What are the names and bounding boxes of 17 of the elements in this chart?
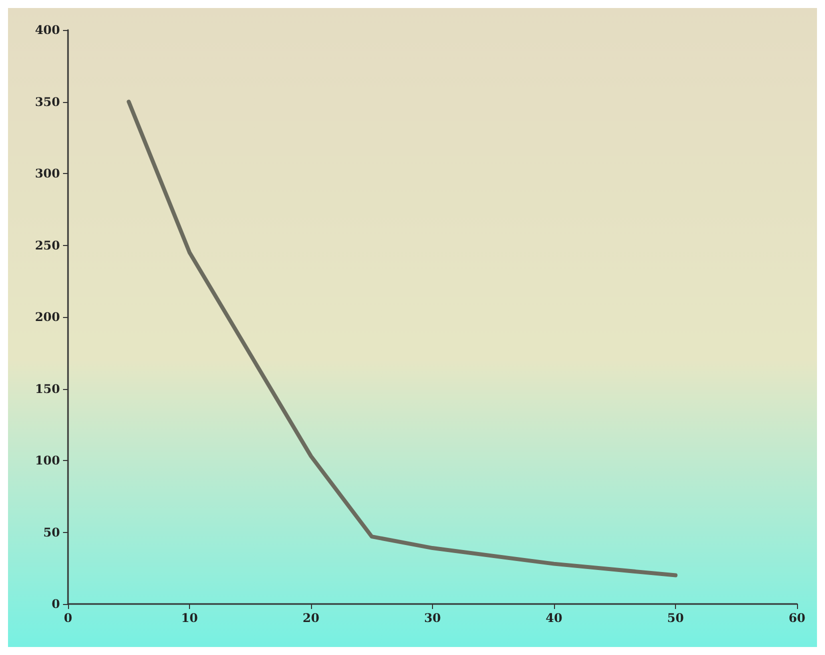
line-series xyxy=(126,100,678,578)
y-tick-label: 50 xyxy=(43,525,60,540)
y-tick-label: 100 xyxy=(34,454,60,468)
y-tick-label: 200 xyxy=(34,310,60,324)
y-tick-label: 300 xyxy=(34,166,60,180)
x-tick-label: 40 xyxy=(546,611,562,625)
x-tick-label: 0 xyxy=(64,611,72,625)
y-tick-label: 250 xyxy=(34,238,60,252)
y-tick-label: 400 xyxy=(34,23,60,37)
x-tick-label: 10 xyxy=(181,611,198,625)
y-tick-label: 150 xyxy=(34,382,60,396)
x-tick-label: 50 xyxy=(667,611,684,625)
x-tick-label: 30 xyxy=(424,611,441,625)
x-tick-label: 60 xyxy=(788,611,806,625)
x-tick-label: 20 xyxy=(302,611,320,625)
y-tick-label: 0 xyxy=(52,597,60,611)
y-tick-label: 350 xyxy=(34,94,60,109)
